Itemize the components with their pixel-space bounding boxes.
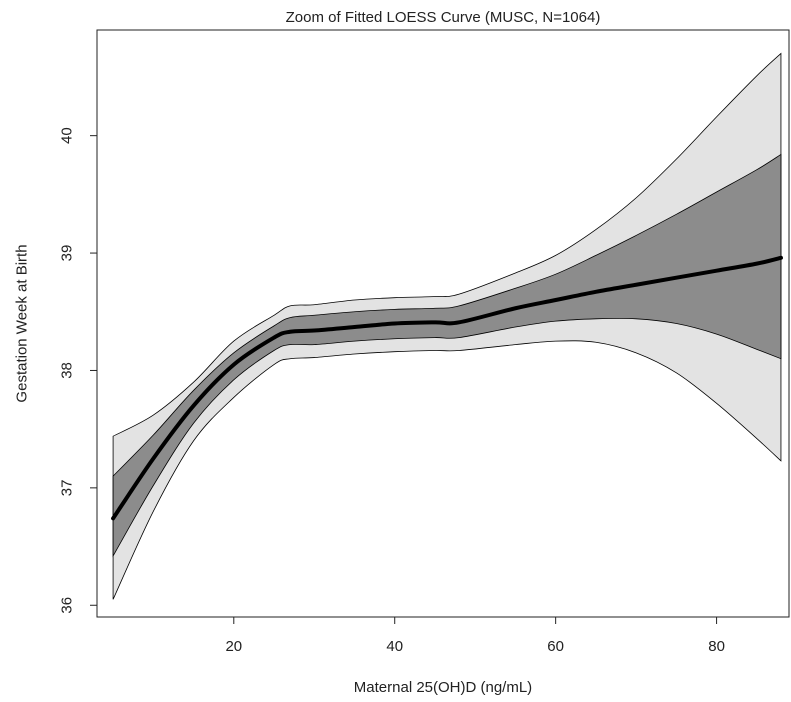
x-axis: 20 40 60 80 [225,617,725,655]
x-tick-label: 20 [225,638,242,655]
fitted-curve-group [111,255,783,521]
confidence-bands [112,52,782,600]
x-tick-label: 80 [708,638,725,655]
plot-frame [96,29,790,618]
inner-confidence-band [112,153,782,558]
y-tick-label: 38 [59,362,76,379]
y-tick-label: 40 [59,127,76,144]
fitted-loess-line [111,255,783,521]
chart-title: Zoom of Fitted LOESS Curve (MUSC, N=1064… [286,9,601,26]
x-tick-label: 60 [547,638,564,655]
y-tick-label: 36 [59,597,76,614]
x-axis-title: Maternal 25(OH)D (ng/mL) [354,679,532,696]
y-tick-label: 37 [59,480,76,497]
y-axis-title: Gestation Week at Birth [14,244,31,402]
y-tick-label: 39 [59,245,76,262]
x-tick-label: 40 [386,638,403,655]
y-axis: 36 37 38 39 40 [59,127,97,614]
